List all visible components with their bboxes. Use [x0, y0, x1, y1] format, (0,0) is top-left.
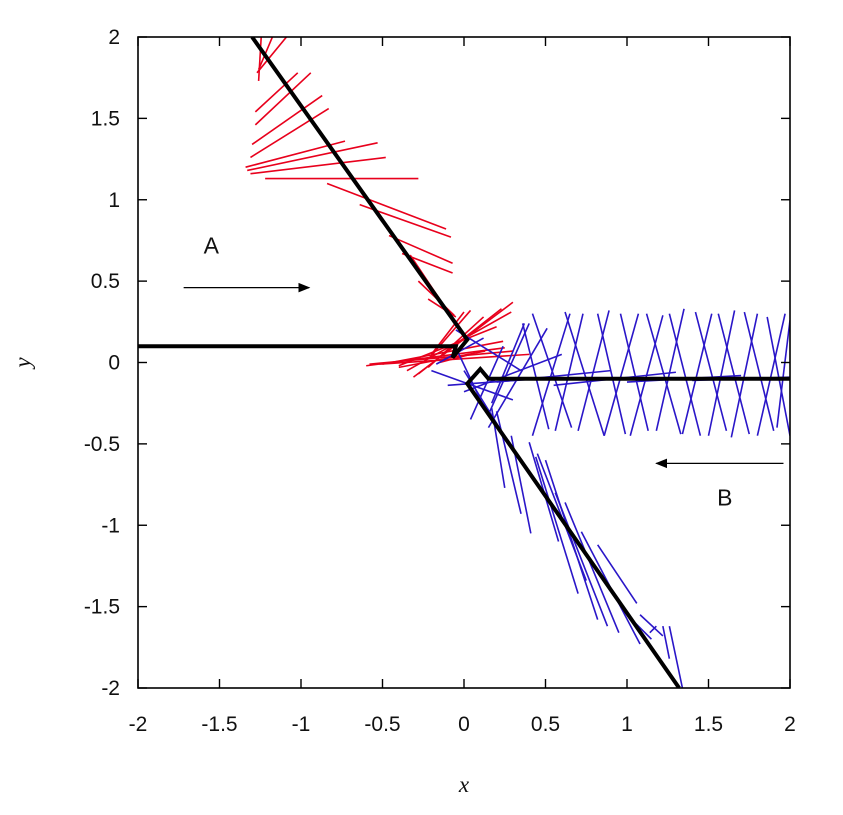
rod-b-28: [766, 316, 790, 436]
rod-b-8: [521, 323, 550, 430]
y-tick-label-6: 1: [108, 189, 120, 212]
rod-b-26: [743, 311, 775, 432]
rod-b-22: [694, 311, 728, 432]
x-tick-label-7: 1.5: [694, 713, 723, 736]
rod-a-30: [439, 353, 471, 364]
rod-a-5: [251, 94, 323, 146]
rod-b-44: [554, 492, 609, 627]
rod-b-15: [603, 313, 640, 436]
rod-b-47: [596, 544, 638, 604]
x-tick-label-5: 0.5: [531, 713, 560, 736]
x-axis-label: x: [458, 772, 470, 797]
rod-b-51: [662, 625, 671, 659]
rod-b-24: [717, 313, 751, 435]
y-axis-ticks: -2 -1.5 -1 -0.5 0 0.5 1 1.5 2: [84, 26, 790, 700]
rod-b-43: [544, 459, 599, 620]
trajectory-2: [464, 365, 790, 688]
x-tick-label-3: -0.5: [364, 713, 400, 736]
y-axis-label: y: [10, 357, 35, 370]
rod-b-21: [681, 313, 713, 435]
annotation-label-b: B: [717, 485, 732, 511]
x-tick-label-6: 1: [621, 713, 633, 736]
x-tick-label-8: 2: [784, 713, 796, 736]
plot-frame: [137, 36, 791, 689]
rod-b-32: [463, 353, 563, 393]
y-tick-label-1: -1.5: [84, 596, 120, 619]
rod-a-0: [257, 37, 263, 81]
rod-b-30: [431, 369, 514, 401]
trajectory-lines: [138, 37, 790, 688]
series-b-rods: [431, 308, 790, 688]
rod-b-5: [490, 323, 526, 404]
x-tick-label-1: -1.5: [201, 713, 237, 736]
rod-b-29: [776, 320, 790, 428]
rod-a-4: [254, 72, 312, 126]
rod-b-49: [639, 614, 664, 637]
rod-b-20: [668, 313, 702, 436]
rod-b-45: [564, 502, 620, 633]
rod-a-2: [256, 37, 288, 74]
rod-b-9: [531, 313, 571, 436]
rod-b-11: [554, 313, 584, 432]
rod-b-23: [707, 310, 736, 436]
annotation-label-a: A: [204, 232, 220, 258]
y-tick-label-5: 0.5: [91, 270, 120, 293]
rod-a-11: [326, 182, 447, 230]
rod-a-1: [257, 37, 274, 70]
rod-b-27: [756, 313, 786, 436]
rod-a-29: [398, 350, 486, 369]
rod-b-50: [649, 625, 657, 634]
rod-a-3: [254, 72, 299, 113]
rod-a-13: [388, 234, 453, 264]
rod-a-6: [250, 107, 330, 159]
y-tick-label-4: 0: [108, 352, 120, 375]
rod-a-8: [247, 142, 378, 172]
rod-b-19: [655, 308, 685, 432]
trajectory-1: [138, 37, 470, 359]
x-tick-label-2: -1: [292, 713, 311, 736]
rod-b-13: [577, 310, 610, 432]
rod-b-10: [531, 313, 573, 428]
rod-b-6: [487, 323, 530, 415]
annotations: AB: [183, 232, 784, 511]
y-tick-label-3: -0.5: [84, 433, 120, 456]
rod-b-16: [619, 313, 649, 432]
rod-a-28: [366, 347, 505, 367]
y-tick-label-2: -1: [101, 514, 120, 537]
x-axis-ticks: -2 -1.5 -1 -0.5 0 0.5 1 1.5 2: [129, 37, 796, 736]
rod-b-25: [730, 313, 759, 438]
rod-b-14: [596, 313, 627, 435]
y-tick-label-0: -2: [101, 677, 120, 700]
rod-b-52: [668, 625, 684, 688]
rod-b-42: [534, 456, 579, 594]
x-tick-label-0: -2: [129, 713, 148, 736]
series-a-rods: [245, 37, 530, 378]
rod-a-9: [250, 156, 386, 175]
x-tick-label-4: 0: [458, 713, 470, 736]
y-tick-label-8: 2: [108, 26, 120, 49]
y-tick-label-7: 1.5: [91, 107, 120, 130]
